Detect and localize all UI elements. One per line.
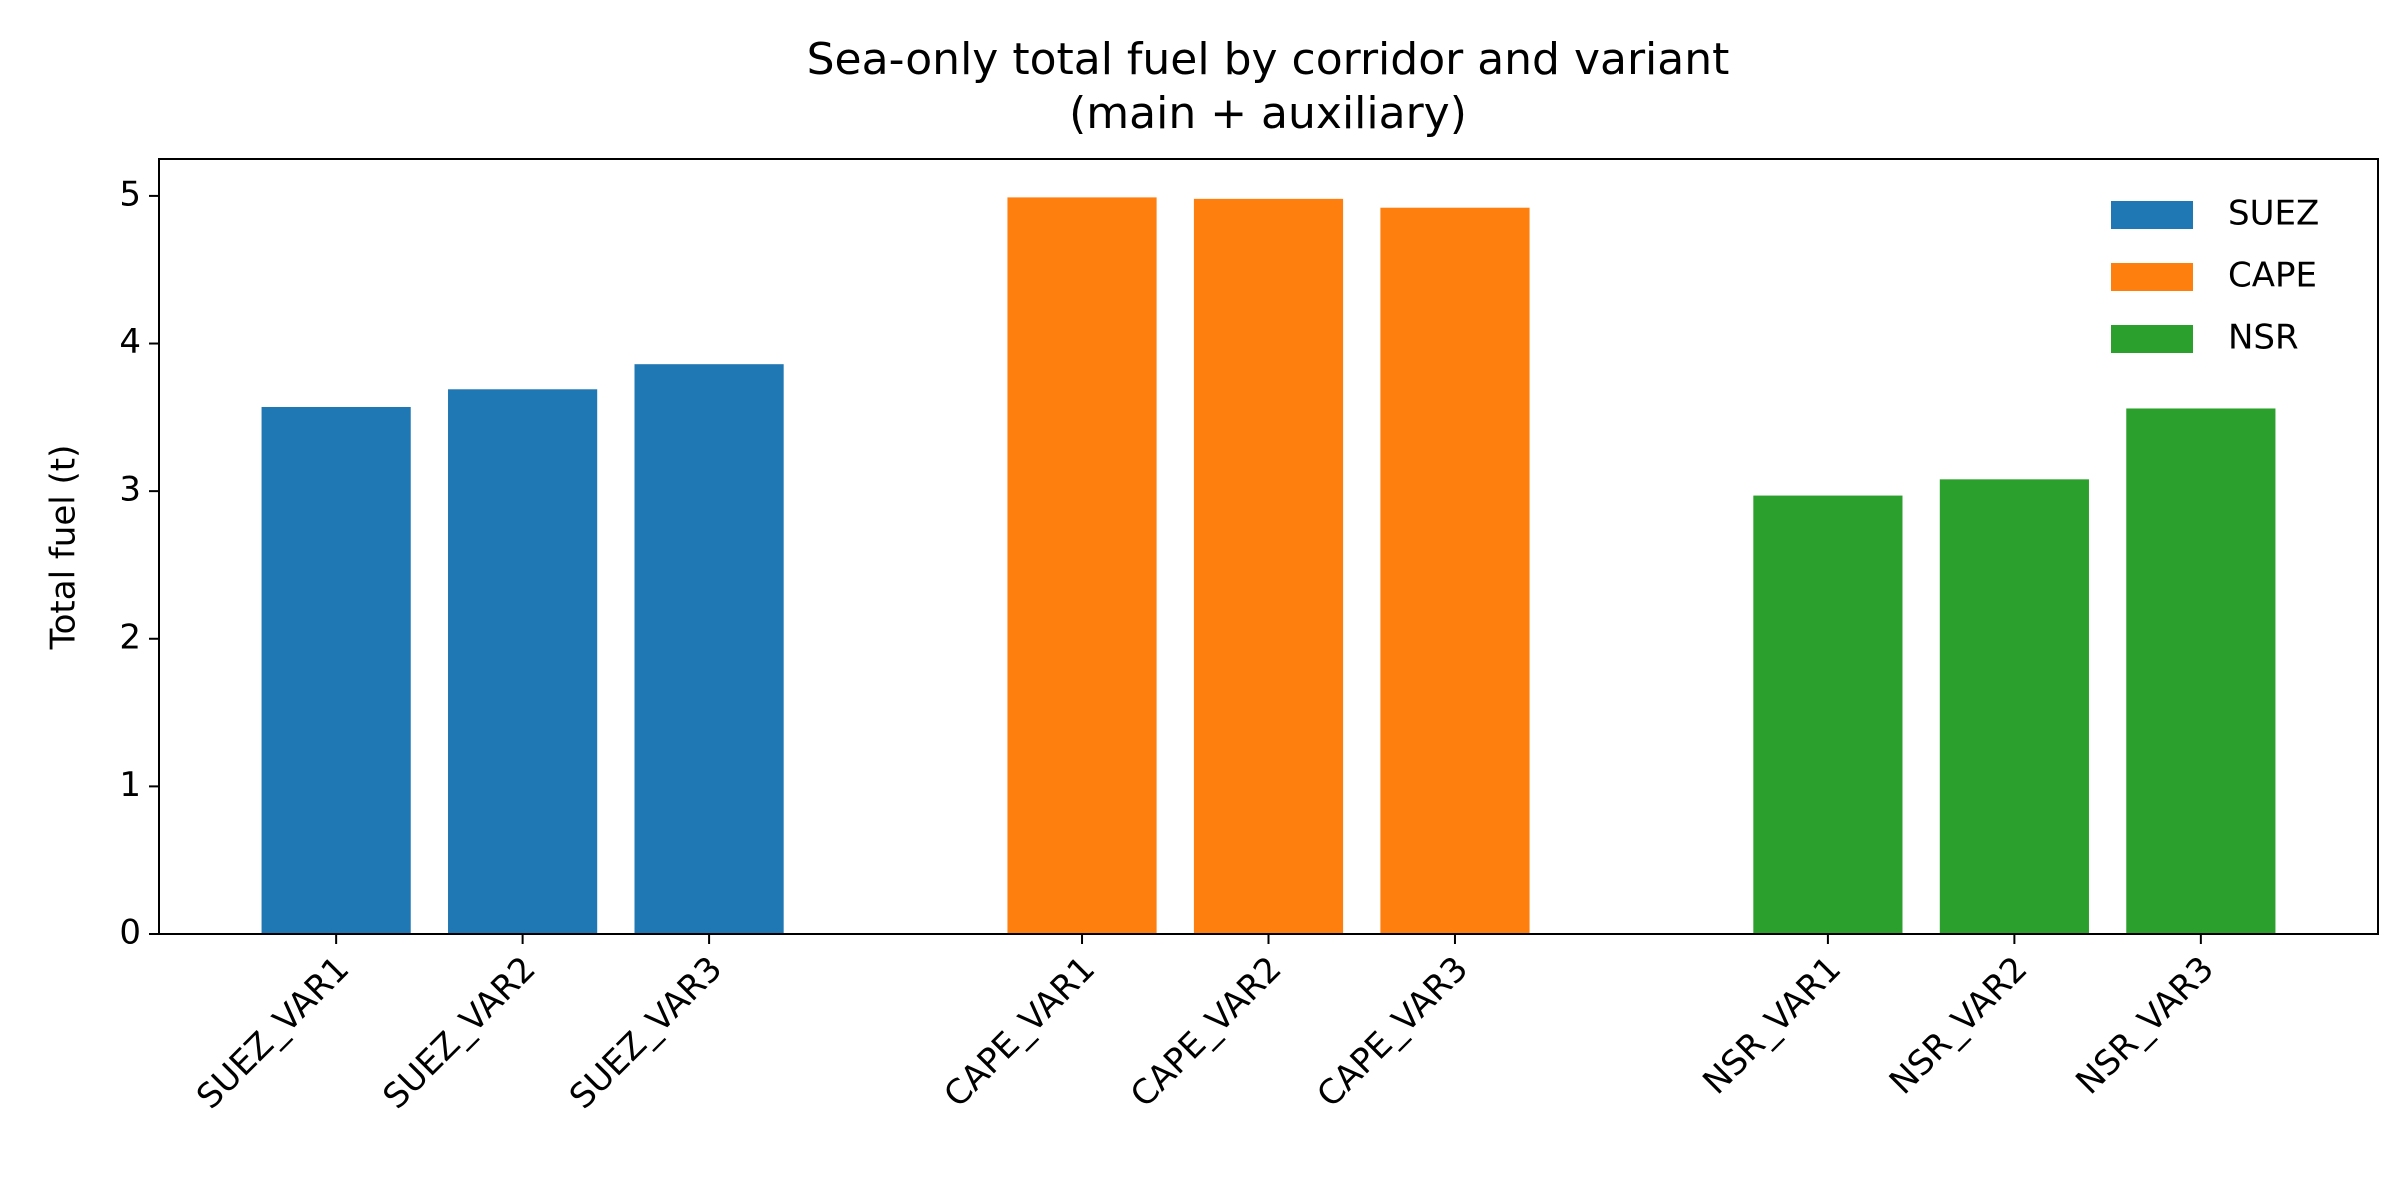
y-tick-label: 3 <box>119 470 141 510</box>
bar <box>1939 479 2089 934</box>
legend-swatch <box>2111 325 2193 353</box>
x-tick-label: NSR_VAR1 <box>1695 949 1849 1103</box>
chart-subtitle: (main + auxiliary) <box>1069 88 1467 139</box>
legend-label: CAPE <box>2228 256 2317 296</box>
y-tick-label: 5 <box>119 174 141 214</box>
chart-title: Sea-only total fuel by corridor and vari… <box>807 34 1730 85</box>
x-tick-label: NSR_VAR3 <box>2068 949 2222 1103</box>
bar <box>1007 197 1157 934</box>
bar <box>2126 408 2276 934</box>
x-tick-label: CAPE_VAR2 <box>1123 949 1290 1116</box>
bar <box>1380 207 1530 934</box>
x-tick-label: SUEZ_VAR2 <box>376 949 544 1117</box>
y-tick-label: 4 <box>119 322 141 362</box>
y-tick-label: 1 <box>119 765 141 805</box>
legend-swatch <box>2111 201 2193 229</box>
x-tick-label: SUEZ_VAR1 <box>189 949 357 1117</box>
y-tick-label: 0 <box>119 913 141 953</box>
x-tick-label: CAPE_VAR3 <box>1309 949 1476 1116</box>
bar <box>1193 198 1344 934</box>
y-tick-label: 2 <box>119 617 141 657</box>
plot-frame <box>158 158 2379 935</box>
bar <box>261 407 411 934</box>
legend-label: SUEZ <box>2228 194 2319 234</box>
bar <box>1753 495 1903 934</box>
bar <box>634 364 784 934</box>
bar <box>448 389 598 934</box>
legend-swatch <box>2111 263 2193 291</box>
y-axis-label: Total fuel (t) <box>44 445 84 651</box>
x-tick-label: SUEZ_VAR3 <box>562 949 730 1117</box>
x-tick-label: NSR_VAR2 <box>1882 949 2036 1103</box>
legend-label: NSR <box>2228 318 2299 358</box>
x-tick-label: CAPE_VAR1 <box>937 949 1104 1116</box>
